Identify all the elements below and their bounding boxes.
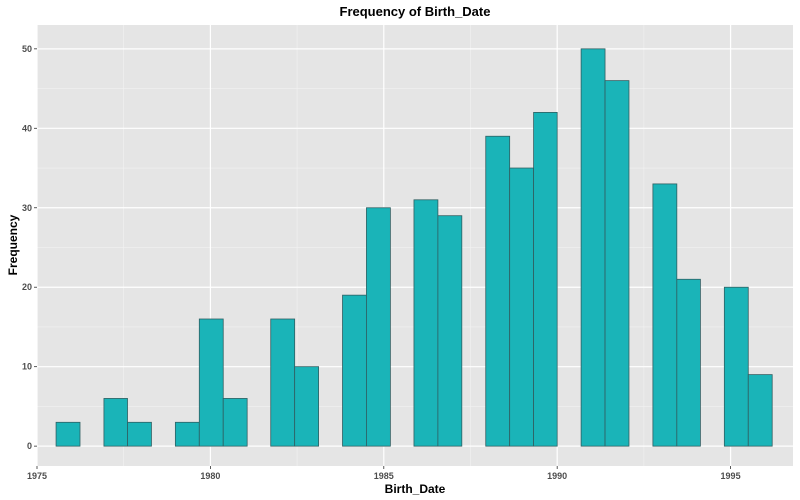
histogram-bar [723,286,749,447]
histogram-bar [413,199,439,447]
histogram-bar [652,183,678,447]
x-axis-title: Birth_Date [385,482,446,496]
x-axis: 1975 1980 1985 1990 1995 [27,466,741,481]
y-tick-label: 40 [22,123,32,133]
histogram-bar [270,318,296,447]
x-tick-label: 1985 [374,471,394,481]
histogram-bar [747,374,773,447]
y-tick-label: 10 [22,362,32,372]
y-tick-label: 0 [27,441,32,451]
histogram-bar [174,421,200,447]
y-axis: 0 10 20 30 40 50 [22,44,37,451]
histogram-bar [55,421,81,447]
histogram-bar [198,318,224,447]
histogram-bar [509,167,535,447]
y-tick-label: 30 [22,203,32,213]
bars-group [55,48,773,447]
histogram-bar [437,215,463,447]
histogram-bar [103,398,128,447]
y-tick-label: 50 [22,44,32,54]
histogram-bar [485,135,511,447]
x-tick-label: 1975 [27,471,47,481]
histogram-bar [533,112,558,447]
histogram-bar [580,48,606,447]
x-tick-label: 1990 [547,471,567,481]
histogram-bar [127,421,152,447]
y-tick-label: 20 [22,282,32,292]
histogram-bar [366,207,391,447]
chart-title: Frequency of Birth_Date [340,4,491,19]
histogram-bar [676,278,701,447]
histogram-bar [222,398,248,447]
x-tick-label: 1995 [721,471,741,481]
histogram-bar [604,80,630,447]
x-tick-label: 1980 [200,471,220,481]
y-axis-title: Frequency [6,214,20,275]
histogram-bar [294,366,319,447]
histogram-bar [342,294,367,447]
